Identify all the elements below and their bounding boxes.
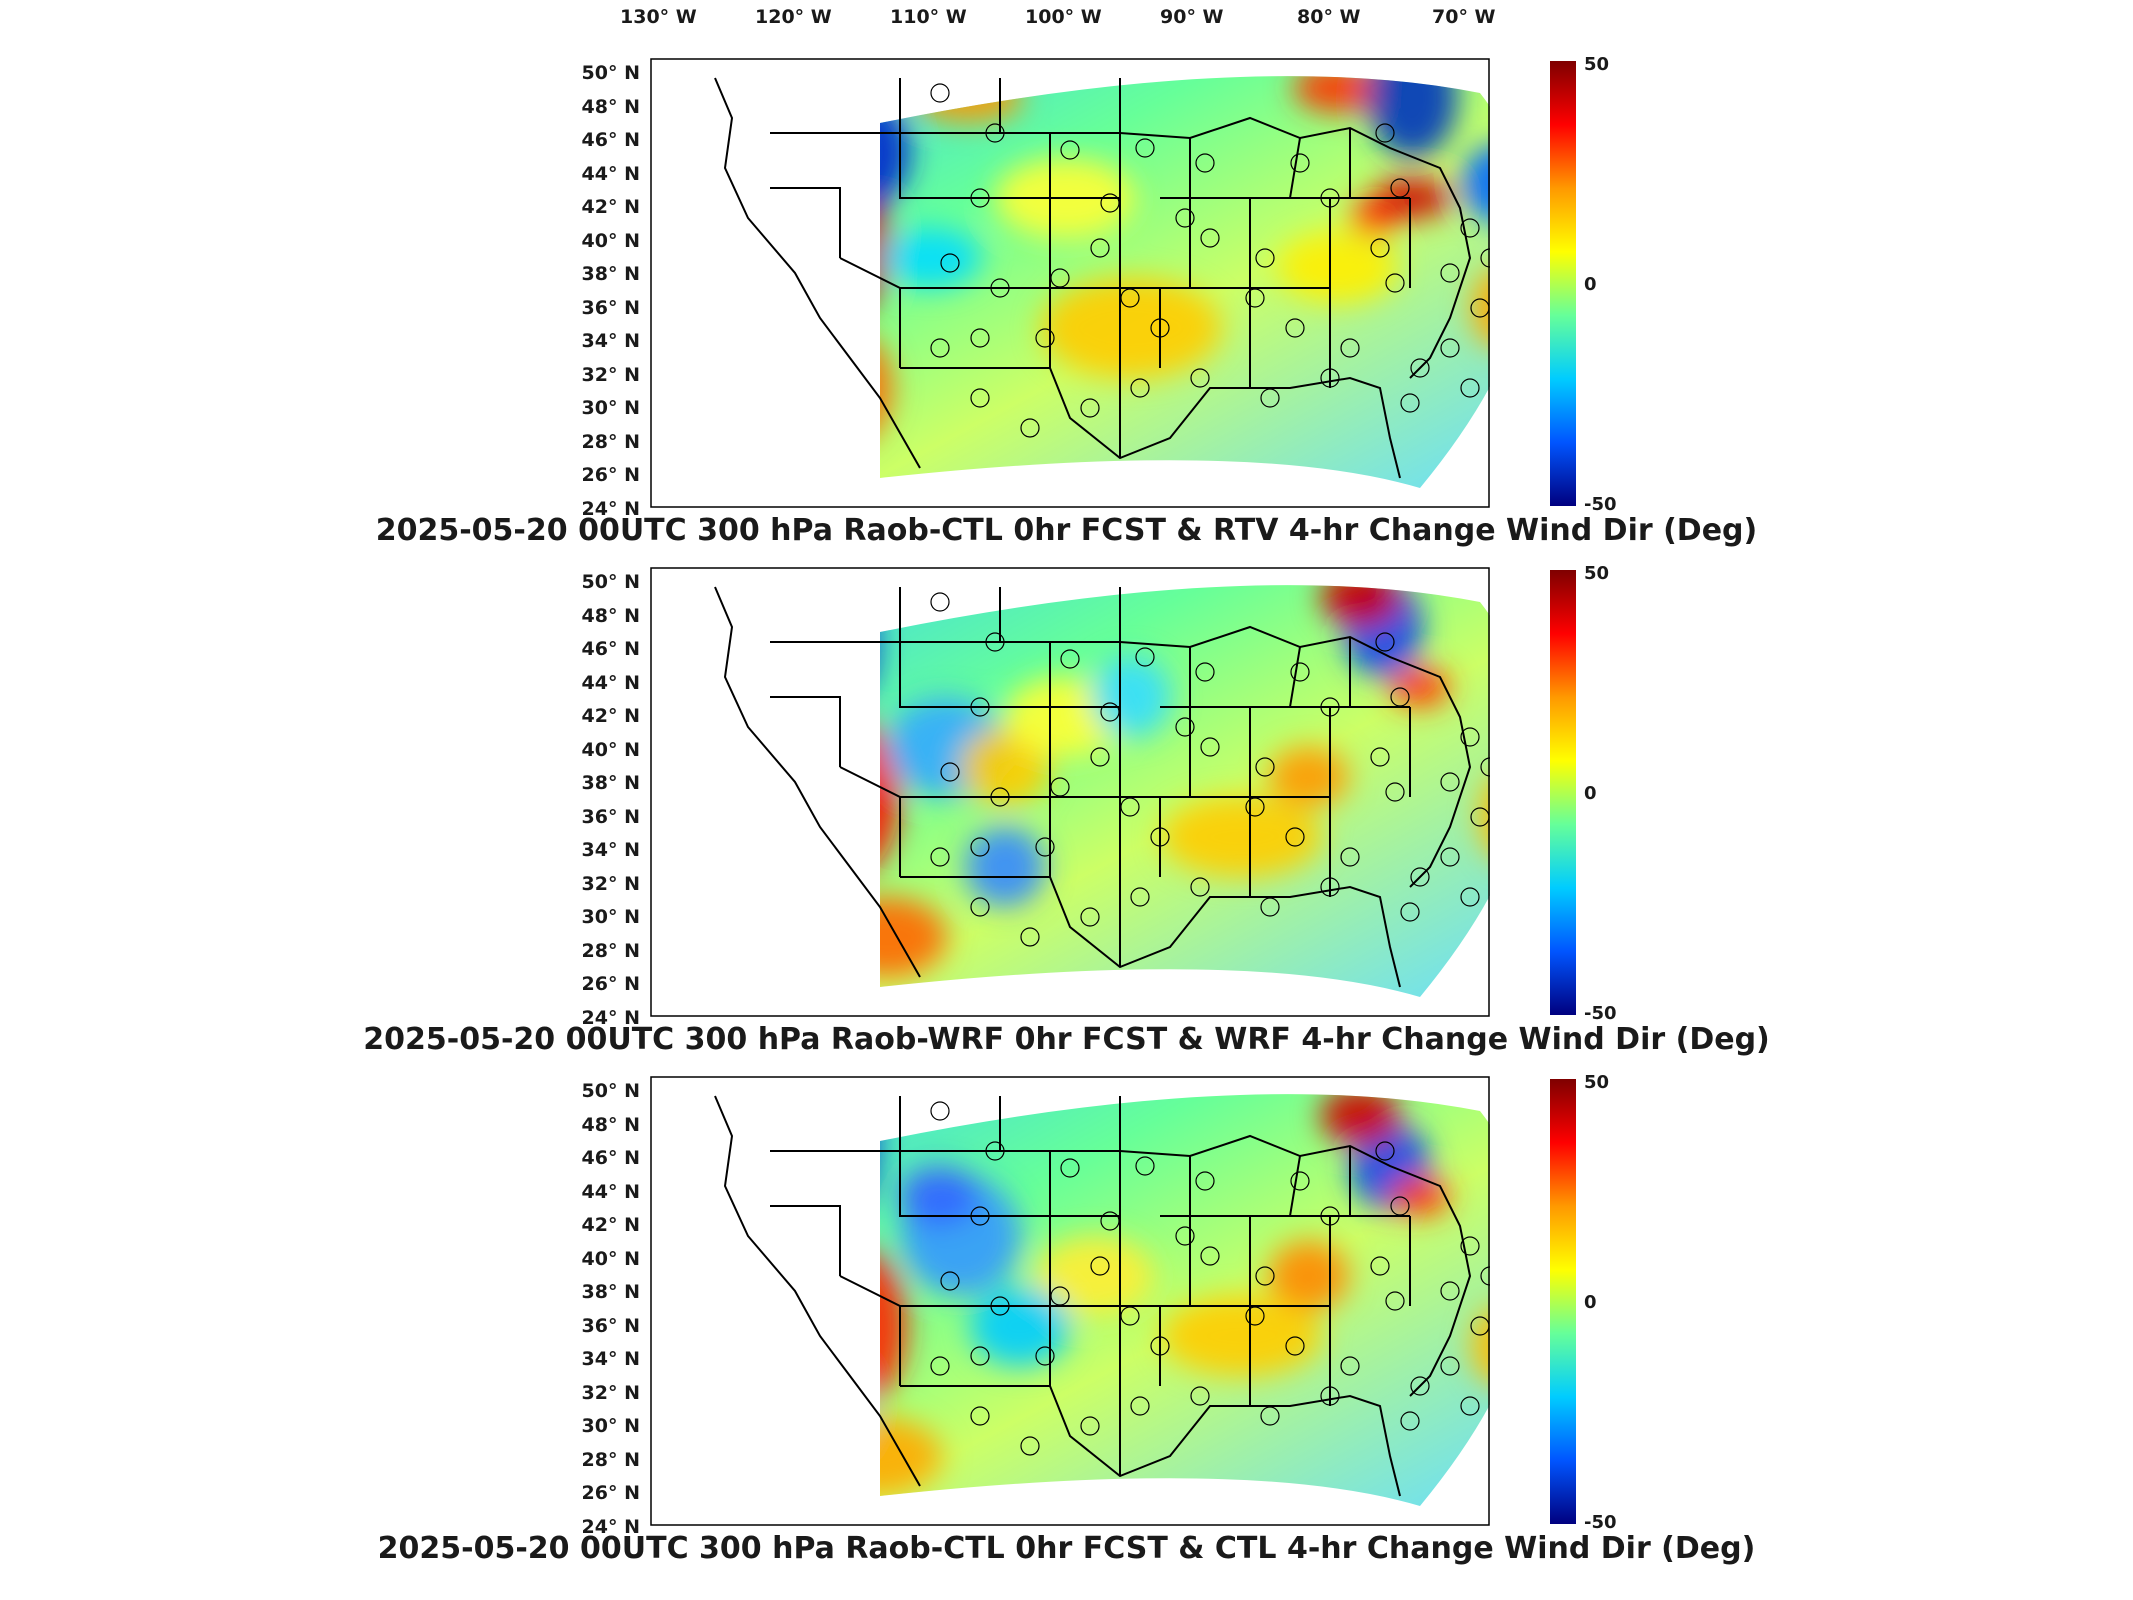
- lat-label: 28° N: [581, 430, 640, 453]
- panel-title: 2025-05-20 00UTC 300 hPa Raob-CTL 0hr FC…: [377, 1531, 1756, 1566]
- colorbar: [1550, 1079, 1576, 1524]
- colorbar-tick-label: 50: [1584, 1072, 1610, 1093]
- lat-label: 42° N: [581, 196, 640, 218]
- colorbar: [1550, 61, 1576, 506]
- state-boundaries: [714, 1095, 1472, 1497]
- lat-label: 24° N: [581, 497, 640, 520]
- map-panel-2: 50° N 48° N 46° N 44° N 42° N 40° N 38° N 36° N…: [0, 563, 2133, 1077]
- lat-label: 34° N: [581, 1348, 640, 1370]
- lat-label: 30° N: [581, 906, 640, 928]
- lat-label: 46° N: [581, 1147, 640, 1169]
- lon-label: 100° W: [1025, 6, 1102, 28]
- lon-label: 90° W: [1160, 6, 1224, 28]
- map-panel-1: 50° N 48° N 46° N 44° N 42° N 40° N 38° N 36° N…: [0, 54, 2133, 568]
- colorbar-tick-label: 0: [1584, 783, 1597, 804]
- map-panel-3: 50° N 48° N 46° N 44° N 42° N 40° N 38° N 36° N…: [0, 1072, 2133, 1586]
- lat-label: 28° N: [581, 1448, 640, 1471]
- colorbar-tick-label: 0: [1584, 274, 1597, 295]
- colorbar-tick-label: 0: [1584, 1292, 1597, 1313]
- lat-label: 40° N: [581, 229, 640, 252]
- lat-label: 38° N: [581, 772, 640, 794]
- lat-label: 40° N: [581, 1247, 640, 1270]
- lat-label: 26° N: [581, 1482, 640, 1504]
- lon-label: 110° W: [890, 6, 967, 28]
- lat-label: 24° N: [581, 1515, 640, 1538]
- raob-station-markers: [930, 83, 1490, 438]
- colorbar-tick-label: -50: [1584, 1003, 1617, 1024]
- map-plot: [650, 58, 1490, 508]
- lat-label: 34° N: [581, 330, 640, 352]
- lat-label: 34° N: [581, 839, 640, 861]
- lat-label: 42° N: [581, 705, 640, 727]
- state-boundaries: [714, 77, 1472, 479]
- colorbar-tick-label: 50: [1584, 563, 1610, 584]
- lon-label: 80° W: [1297, 6, 1361, 28]
- lat-label: 38° N: [581, 1281, 640, 1303]
- lat-label: 44° N: [581, 1180, 640, 1203]
- lat-label: 30° N: [581, 397, 640, 419]
- lon-label: 70° W: [1432, 6, 1496, 28]
- map-plot: [650, 567, 1490, 1017]
- lat-label: 48° N: [581, 1113, 640, 1136]
- lat-label: 32° N: [581, 872, 640, 895]
- lat-label: 36° N: [581, 296, 640, 319]
- longitude-axis: 130° W 120° W 110° W 100° W 90° W 80° W …: [0, 0, 2133, 40]
- colorbar: [1550, 570, 1576, 1015]
- lat-label: 48° N: [581, 95, 640, 118]
- lat-label: 50° N: [581, 62, 640, 84]
- lon-label: 130° W: [620, 6, 697, 28]
- colorbar-tick-label: -50: [1584, 1512, 1617, 1533]
- lat-label: 32° N: [581, 1381, 640, 1404]
- lat-label: 24° N: [581, 1006, 640, 1029]
- lat-label: 44° N: [581, 671, 640, 694]
- lat-label: 26° N: [581, 973, 640, 995]
- lat-label: 44° N: [581, 162, 640, 185]
- lat-label: 28° N: [581, 939, 640, 962]
- lat-label: 36° N: [581, 1314, 640, 1337]
- raob-station-markers: [930, 592, 1490, 947]
- lat-label: 40° N: [581, 738, 640, 761]
- lat-label: 36° N: [581, 805, 640, 828]
- colorbar-tick-label: 50: [1584, 54, 1610, 75]
- state-boundaries: [714, 586, 1472, 988]
- lat-label: 38° N: [581, 263, 640, 285]
- lat-label: 46° N: [581, 129, 640, 151]
- lat-label: 46° N: [581, 638, 640, 660]
- lat-label: 26° N: [581, 464, 640, 486]
- lon-label: 120° W: [755, 6, 832, 28]
- lat-label: 50° N: [581, 571, 640, 593]
- lat-label: 32° N: [581, 363, 640, 386]
- lat-label: 42° N: [581, 1214, 640, 1236]
- raob-station-markers: [930, 1101, 1490, 1456]
- panel-title: 2025-05-20 00UTC 300 hPa Raob-CTL 0hr FC…: [375, 513, 1758, 548]
- lat-label: 50° N: [581, 1080, 640, 1102]
- lat-label: 30° N: [581, 1415, 640, 1437]
- lat-label: 48° N: [581, 604, 640, 627]
- map-plot: [650, 1076, 1490, 1526]
- colorbar-tick-label: -50: [1584, 494, 1617, 515]
- panel-title: 2025-05-20 00UTC 300 hPa Raob-WRF 0hr FC…: [363, 1022, 1770, 1057]
